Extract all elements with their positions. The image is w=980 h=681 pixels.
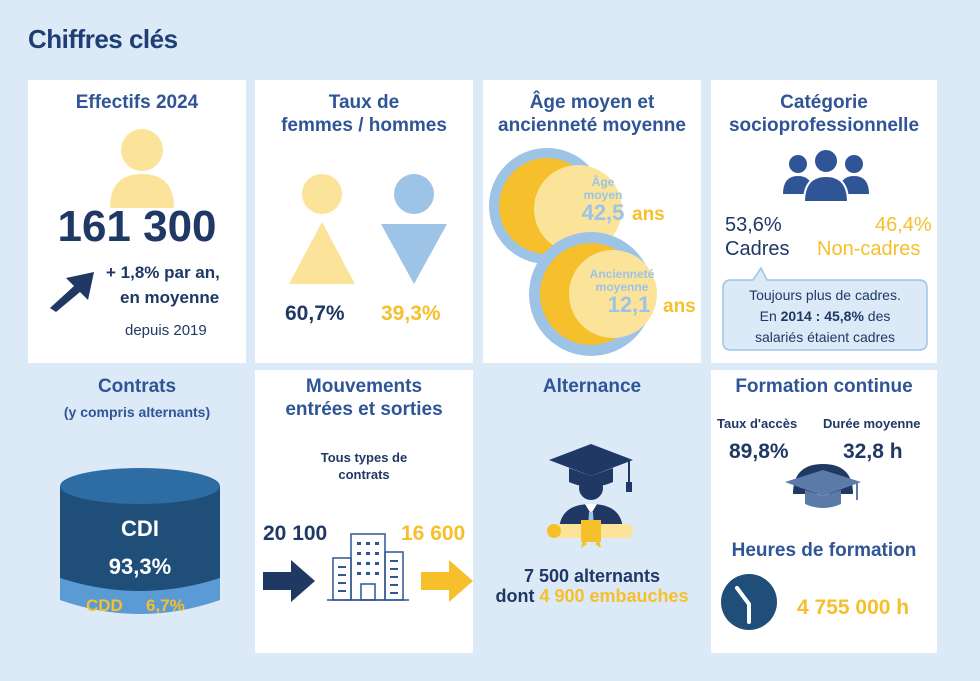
effectifs-card: Effectifs 2024 161 300 + 1,8% par an, en… (28, 80, 246, 363)
mouvements-card: Mouvements entrées et sorties Tous types… (255, 370, 473, 653)
age-unit: ans (632, 204, 665, 225)
note-line-1: Toujours plus de cadres. (749, 287, 901, 303)
mouvements-sub-1: Tous types de (320, 450, 408, 465)
hommes-value: 39,3% (381, 302, 441, 325)
building-icon (327, 533, 409, 601)
anciennete-circle-icon (529, 232, 657, 356)
anciennete-label-1: Ancienneté (589, 267, 655, 281)
arrow-up-right-icon (50, 272, 94, 312)
cadres-label: Cadres (725, 238, 790, 260)
contrats-card: Contrats (y compris alternants) CDI 93,3… (28, 370, 246, 653)
entrees-value: 20 100 (263, 522, 328, 545)
noncadres-pct: 46,4% (875, 214, 932, 236)
cdi-label: CDI (121, 516, 159, 541)
cdi-pct: 93,3% (108, 554, 172, 579)
age-label-1: Âge (591, 175, 615, 189)
age-value: 42,5 (581, 200, 625, 225)
alternance-card: Alternance 7 500 alternants dont 4 900 e… (483, 370, 701, 653)
categorie-title-2: socioprofessionnelle (728, 115, 920, 136)
note-line-2: En 2014 : 45,8% des (759, 308, 891, 324)
sorties-value: 16 600 (401, 522, 466, 545)
age-label-2: moyen (583, 188, 623, 202)
mouvements-title-2: entrées et sorties (285, 399, 443, 420)
age-title-1: Âge moyen et (529, 92, 655, 113)
formation-card: Formation continue Taux d'accès Durée mo… (711, 370, 937, 653)
arrow-right-icon (263, 560, 315, 602)
anciennete-unit: ans (663, 296, 696, 317)
callout-bubble (722, 266, 928, 351)
femmes-value: 60,7% (285, 302, 345, 325)
male-icon (381, 174, 447, 284)
duree-value: 32,8 h (843, 440, 903, 463)
age-card: Âge moyen et ancienneté moyenne Âge moye… (483, 80, 701, 363)
graduate-icon (547, 444, 633, 548)
person-icon (110, 129, 174, 208)
effectifs-since: depuis 2019 (125, 322, 207, 339)
categorie-card: Catégorie socioprofessionnelle 53,6% Cad… (711, 80, 937, 363)
arrow-right-icon (421, 560, 473, 602)
duree-label: Durée moyenne (823, 416, 921, 431)
effectifs-title: Effectifs 2024 (75, 92, 199, 113)
age-title-2: ancienneté moyenne (498, 115, 686, 136)
cadres-pct: 53,6% (725, 214, 782, 236)
noncadres-label: Non-cadres (817, 238, 921, 260)
mouvements-sub-2: contrats (338, 467, 390, 482)
female-icon (289, 174, 355, 284)
age-circle-icon (489, 148, 622, 264)
cdd-pct: 6,7% (146, 596, 185, 615)
effectifs-value: 161 300 (57, 202, 217, 251)
taux-card: Taux de femmes / hommes 60,7% 39,3% (255, 80, 473, 363)
heures-value: 4 755 000 h (797, 596, 910, 619)
anciennete-value: 12,1 (607, 292, 651, 317)
taux-title-1: Taux de (328, 92, 400, 113)
categorie-title-1: Catégorie (780, 92, 868, 113)
effectifs-growth-1: + 1,8% par an, (106, 263, 220, 282)
acces-label: Taux d'accès (717, 416, 798, 431)
acces-value: 89,8% (729, 440, 789, 463)
cdd-label: CDD (86, 596, 123, 615)
alternance-title: Alternance (542, 376, 642, 397)
alternance-line-1: 7 500 alternants (523, 566, 661, 586)
heures-title: Heures de formation (731, 540, 917, 561)
contrats-subtitle: (y compris alternants) (63, 404, 211, 420)
alternance-line-2: dont 4 900 embauches (495, 586, 689, 606)
clock-icon (721, 574, 777, 630)
formation-title: Formation continue (735, 376, 913, 397)
cylinder-chart (60, 468, 220, 614)
page-title: Chiffres clés (28, 24, 178, 54)
mouvements-title-1: Mouvements (305, 376, 423, 397)
group-icon (783, 148, 869, 203)
note-line-3: salariés étaient cadres (754, 329, 896, 345)
contrats-title: Contrats (97, 376, 177, 397)
effectifs-growth-2: en moyenne (120, 288, 220, 307)
anciennete-label-2: moyenne (595, 280, 649, 294)
graduation-cap-icon (785, 464, 861, 508)
taux-title-2: femmes / hommes (281, 115, 447, 136)
